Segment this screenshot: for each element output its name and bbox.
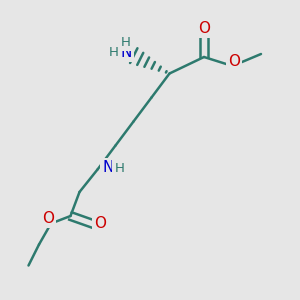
Text: H: H	[121, 36, 131, 49]
Text: N: N	[120, 45, 132, 60]
Text: O: O	[228, 54, 240, 69]
Text: H: H	[109, 46, 119, 59]
Text: H: H	[115, 161, 124, 175]
Text: O: O	[94, 216, 106, 231]
Text: O: O	[42, 211, 54, 226]
Text: O: O	[198, 21, 210, 36]
Text: N: N	[102, 160, 114, 175]
